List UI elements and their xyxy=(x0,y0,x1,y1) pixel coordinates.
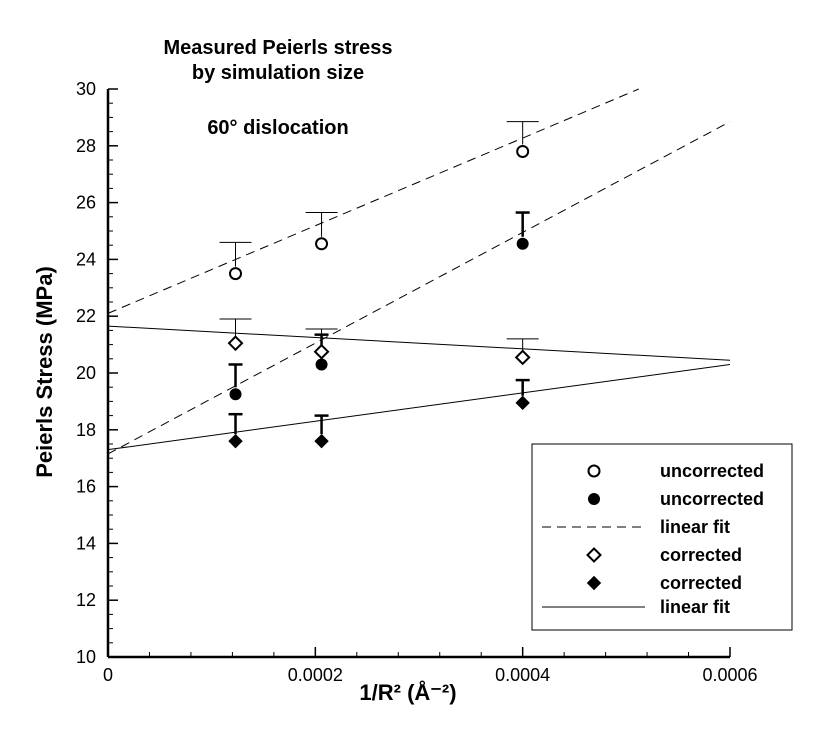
x-tick-label: 0 xyxy=(103,665,113,685)
chart-title-line-1: Measured Peierls stress xyxy=(163,37,392,59)
data-point-open-circle xyxy=(229,267,243,281)
legend-symbol-filled-circle xyxy=(588,493,600,505)
x-tick-label: 0.0002 xyxy=(288,665,343,685)
y-tick-label: 22 xyxy=(76,306,96,326)
y-tick-label: 14 xyxy=(76,533,96,553)
y-tick-label: 30 xyxy=(76,79,96,99)
legend-label-corrected-filled: corrected xyxy=(660,573,742,593)
legend-label-uncorrected-open: uncorrected xyxy=(660,461,764,481)
fit-lines-layer xyxy=(107,88,731,455)
legend-label-uncorrected-filled: uncorrected xyxy=(660,489,764,509)
data-point-open-diamond xyxy=(514,349,531,366)
x-axis-title: 1/R² (Å⁻²) xyxy=(359,679,456,705)
data-points-layer xyxy=(219,121,539,449)
fit-line-dashed-2 xyxy=(107,121,731,455)
fit-line-dashed-1 xyxy=(107,88,639,314)
legend-symbols xyxy=(542,464,645,608)
data-point-filled-circle xyxy=(516,237,529,250)
legend-symbol-filled-diamond xyxy=(586,575,602,591)
fit-line-solid-3 xyxy=(107,325,731,361)
legend-frame xyxy=(531,443,793,631)
axes-layer: 10 12 14 16 18 20 22 24 26 28 30 0 0.0002 0.0004 0.000… xyxy=(76,79,758,685)
data-point-filled-circle xyxy=(229,388,242,401)
legend-label-corrected-open: corrected xyxy=(660,545,742,565)
data-point-open-circle xyxy=(516,144,530,158)
data-point-filled-diamond xyxy=(228,433,243,449)
fit-line-solid-4 xyxy=(107,363,731,451)
legend-label-linear-fit-solid: linear fit xyxy=(660,597,730,617)
y-tick-label: 18 xyxy=(76,420,96,440)
data-point-open-diamond xyxy=(313,343,330,360)
x-tick-label: 0.0006 xyxy=(702,665,757,685)
y-tick-label: 16 xyxy=(76,477,96,497)
data-point-filled-circle xyxy=(315,358,328,371)
chart-title-line-2: by simulation size xyxy=(192,62,364,84)
dislocation-annotation: 60° dislocation xyxy=(207,117,348,139)
data-point-filled-diamond xyxy=(515,395,530,411)
legend-label-linear-fit-dashed: linear fit xyxy=(660,517,730,537)
data-point-open-circle xyxy=(315,237,329,251)
y-tick-label: 10 xyxy=(76,647,96,667)
legend-symbol-open-diamond xyxy=(586,547,602,563)
y-tick-label: 28 xyxy=(76,136,96,156)
y-tick-label: 12 xyxy=(76,590,96,610)
x-tick-label: 0.0004 xyxy=(495,665,550,685)
data-point-open-diamond xyxy=(227,335,244,352)
data-point-filled-diamond xyxy=(314,433,329,449)
legend: uncorrected uncorrected linear fit corre… xyxy=(531,443,793,631)
y-tick-label: 26 xyxy=(76,193,96,213)
y-tick-label: 24 xyxy=(76,249,96,269)
legend-symbol-open-circle xyxy=(587,464,601,478)
y-tick-label: 20 xyxy=(76,363,96,383)
y-axis-title: Peierls Stress (MPa) xyxy=(32,266,57,478)
